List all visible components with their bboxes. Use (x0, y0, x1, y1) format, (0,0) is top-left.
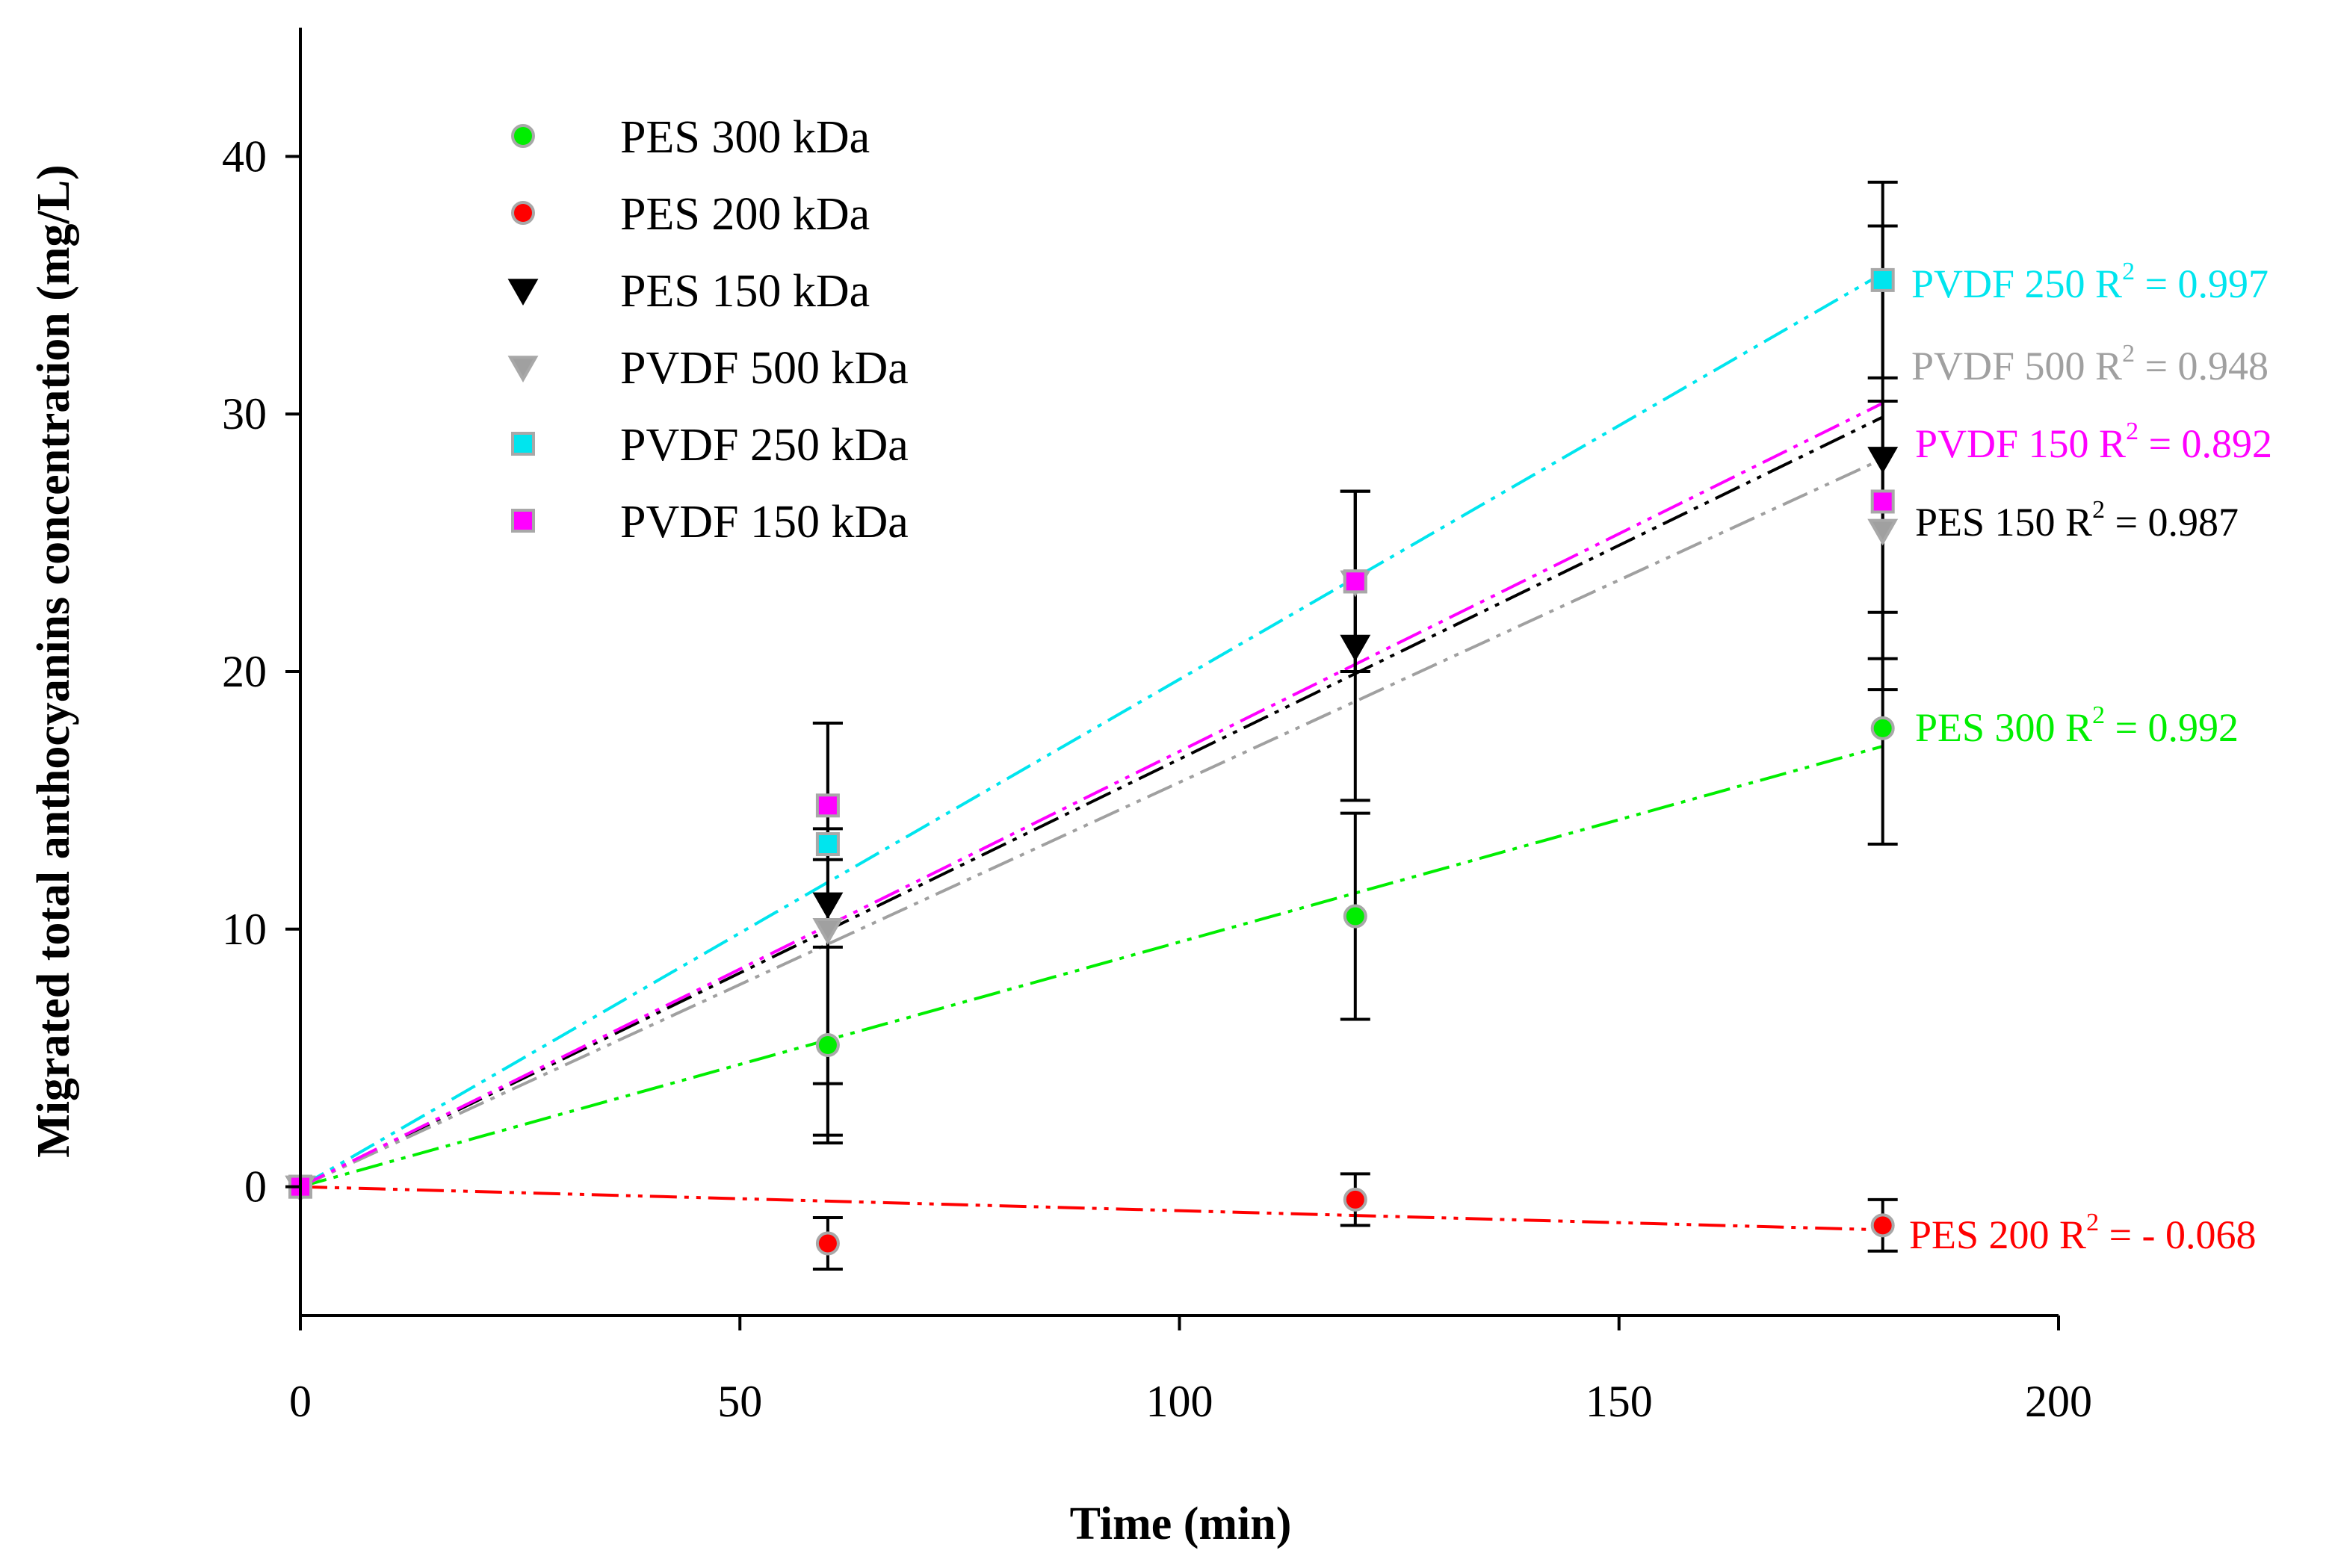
legend-item-pvdf500: PVDF 500 kDa (507, 343, 909, 394)
fit-line-pes200 (300, 1185, 1883, 1232)
legend-item-pes200: PES 200 kDa (511, 189, 870, 240)
y-tick-label: 0 (244, 1162, 267, 1212)
r2-annotation-pvdf500: PVDF 500 R2 = 0.948 (1911, 340, 2268, 388)
x-axis-title: Time (min) (1070, 1499, 1292, 1549)
y-tick-label: 40 (222, 131, 267, 181)
x-tick-label: 100 (1146, 1377, 1213, 1426)
point-pes300 (1870, 716, 1895, 740)
x-tick-label: 0 (289, 1377, 312, 1426)
legend-label: PES 300 kDa (620, 112, 870, 163)
data-points (285, 267, 1899, 1256)
fit-line-pvdf500 (300, 457, 1884, 1189)
point-pes150 (812, 892, 844, 920)
legend-marker-pvdf250 (511, 432, 535, 456)
point-pvdf250 (1870, 267, 1895, 292)
y-tick-label: 20 (222, 647, 267, 696)
r2-annotation-pvdf250: PVDF 250 R2 = 0.997 (1911, 258, 2268, 306)
error-bars (812, 180, 1898, 1271)
fit-lines (299, 272, 1884, 1232)
legend-label: PVDF 250 kDa (620, 420, 909, 471)
legend-item-pes300: PES 300 kDa (511, 112, 870, 163)
r2-annotation-pes300: PES 300 R2 = 0.992 (1915, 701, 2239, 750)
legend-item-pvdf150: PVDF 150 kDa (511, 497, 909, 548)
point-pvdf150 (1870, 489, 1895, 514)
legend-item-pes150: PES 150 kDa (507, 266, 870, 317)
fit-line-pvdf150 (300, 401, 1884, 1189)
legend-marker-pes200 (511, 201, 535, 225)
point-pvdf150 (1343, 569, 1367, 594)
y-tick-label: 30 (222, 389, 267, 439)
point-pes300 (1343, 904, 1367, 929)
legend-marker-pvdf150 (511, 509, 535, 533)
r2-annotations: PES 300 R2 = 0.992 PES 200 R2 = - 0.068 PE… (1909, 258, 2272, 1257)
point-pvdf500 (812, 918, 844, 945)
fit-line-pes150 (300, 415, 1884, 1189)
legend-label: PES 150 kDa (620, 266, 870, 317)
point-pvdf150 (815, 793, 840, 818)
r2-annotation-pes150: PES 150 R2 = 0.987 (1915, 496, 2239, 545)
legend-marker-pes300 (511, 124, 535, 148)
axes (299, 28, 2059, 1317)
fit-line-pvdf250 (299, 272, 1884, 1189)
legend-marker-pvdf500 (507, 356, 539, 383)
point-pes200 (1343, 1187, 1367, 1212)
legend-marker-pes150 (507, 279, 539, 306)
y-ticks: 0 10 20 30 40 (222, 131, 300, 1212)
x-tick-label: 150 (1586, 1377, 1653, 1426)
fit-line-pes300 (300, 745, 1884, 1189)
point-pes150 (1340, 634, 1371, 662)
y-tick-label: 10 (222, 905, 267, 954)
point-pes200 (1870, 1213, 1895, 1238)
x-ticks: 0 50 100 150 200 (289, 1316, 2092, 1426)
legend: PES 300 kDa PES 200 kDa PES 150 kDa PVDF 50… (507, 112, 909, 548)
legend-label: PVDF 150 kDa (620, 497, 909, 548)
y-axis-title: Migrated total anthocyanins concentratio… (28, 164, 79, 1157)
legend-label: PES 200 kDa (620, 189, 870, 240)
point-pvdf500 (1867, 518, 1899, 546)
r2-annotation-pes200: PES 200 R2 = - 0.068 (1909, 1209, 2257, 1257)
x-tick-label: 50 (717, 1377, 762, 1426)
x-tick-label: 200 (2025, 1377, 2092, 1426)
legend-label: PVDF 500 kDa (620, 343, 909, 394)
point-pes200 (815, 1231, 840, 1256)
legend-item-pvdf250: PVDF 250 kDa (511, 420, 909, 471)
point-pes150 (1867, 447, 1899, 474)
r2-annotation-pvdf150: PVDF 150 R2 = 0.892 (1915, 418, 2272, 466)
point-pes300 (815, 1032, 840, 1057)
point-pvdf250 (815, 832, 840, 857)
